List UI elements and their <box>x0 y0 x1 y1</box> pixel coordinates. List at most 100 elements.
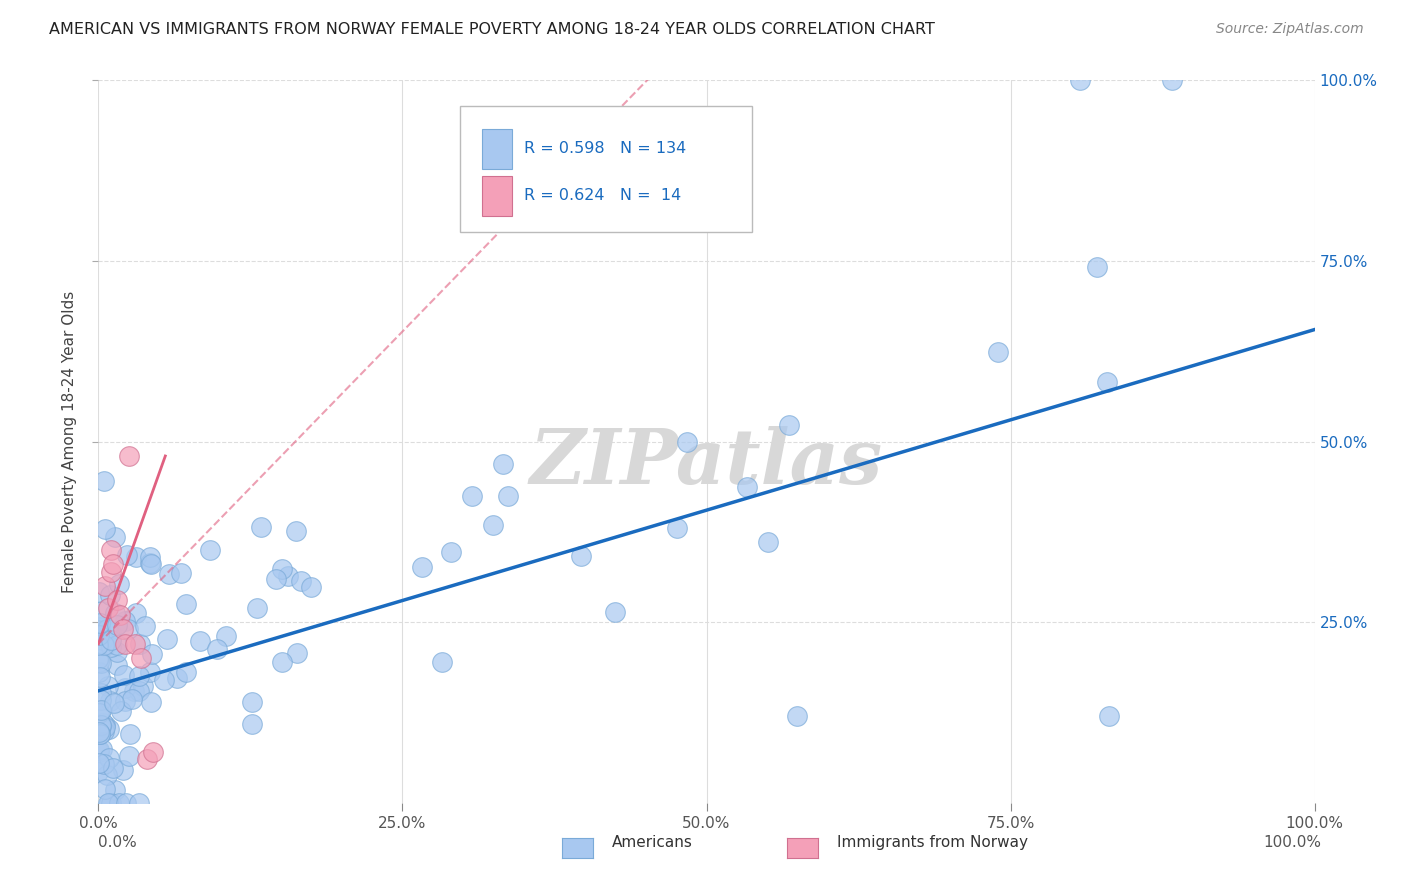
Point <box>157 566 180 581</box>
Point <box>1069 73 1091 87</box>
Point <box>111 763 134 777</box>
Point <box>105 593 128 607</box>
Point <box>87 585 110 599</box>
Point <box>87 628 110 642</box>
Point <box>97 796 120 810</box>
Text: R = 0.624   N =  14: R = 0.624 N = 14 <box>524 188 682 203</box>
Point <box>110 607 132 622</box>
Point <box>266 572 288 586</box>
Point <box>114 614 136 628</box>
Point <box>93 757 115 772</box>
Point <box>156 632 179 647</box>
Point <box>666 521 689 535</box>
Point <box>93 475 115 489</box>
Point <box>105 638 128 652</box>
Point <box>87 652 110 666</box>
Point <box>141 647 163 661</box>
Text: Source: ZipAtlas.com: Source: ZipAtlas.com <box>1216 22 1364 37</box>
Point <box>271 655 294 669</box>
Point <box>90 703 112 717</box>
Point <box>139 695 162 709</box>
Point <box>93 720 115 734</box>
Point <box>778 417 800 432</box>
Point <box>107 796 129 810</box>
Point <box>496 490 519 504</box>
Point <box>100 632 122 647</box>
Point <box>100 542 122 557</box>
Point <box>90 693 112 707</box>
Point <box>125 549 148 564</box>
Point <box>190 634 212 648</box>
Point <box>170 566 193 581</box>
Point <box>91 604 114 618</box>
Point <box>136 752 159 766</box>
Text: 0.0%: 0.0% <box>98 836 138 850</box>
Point <box>93 640 115 654</box>
Point <box>114 693 136 707</box>
Point <box>142 745 165 759</box>
Point <box>87 724 110 739</box>
Point <box>1098 709 1121 723</box>
FancyBboxPatch shape <box>460 105 752 232</box>
Point <box>118 727 141 741</box>
Point <box>110 704 132 718</box>
Point <box>100 565 122 579</box>
Point <box>101 558 124 572</box>
Point <box>411 559 433 574</box>
Point <box>139 665 162 679</box>
Point <box>1095 375 1118 389</box>
Point <box>124 637 146 651</box>
Text: ZIPatlas: ZIPatlas <box>530 426 883 500</box>
Point <box>786 709 808 723</box>
Point <box>117 622 139 636</box>
Point <box>284 524 307 538</box>
Point <box>240 716 263 731</box>
Point <box>98 694 121 708</box>
Point <box>125 606 148 620</box>
Point <box>89 756 111 770</box>
Point <box>104 530 127 544</box>
Point <box>569 549 592 563</box>
Point <box>105 645 128 659</box>
Point <box>90 742 112 756</box>
Point <box>285 646 308 660</box>
Point <box>198 543 221 558</box>
Point <box>93 632 115 647</box>
Text: AMERICAN VS IMMIGRANTS FROM NORWAY FEMALE POVERTY AMONG 18-24 YEAR OLDS CORRELAT: AMERICAN VS IMMIGRANTS FROM NORWAY FEMAL… <box>49 22 935 37</box>
Point <box>87 624 110 639</box>
Point <box>1085 260 1108 274</box>
Point <box>96 622 118 636</box>
Point <box>98 723 121 737</box>
Point <box>93 638 115 652</box>
Point <box>756 535 779 549</box>
Text: Americans: Americans <box>612 836 693 850</box>
Point <box>240 695 263 709</box>
Point <box>104 782 127 797</box>
Point <box>128 796 150 810</box>
Point <box>122 684 145 698</box>
Point <box>141 557 163 571</box>
Point <box>87 764 110 779</box>
Point <box>245 601 267 615</box>
Point <box>205 642 228 657</box>
Point <box>94 718 117 732</box>
Point <box>271 562 294 576</box>
Point <box>250 520 273 534</box>
Point <box>90 656 112 670</box>
Point <box>94 782 117 797</box>
Point <box>87 746 110 760</box>
Point <box>97 751 120 765</box>
Point <box>118 449 141 463</box>
Point <box>430 655 453 669</box>
Point <box>90 719 112 733</box>
Point <box>90 718 112 732</box>
Point <box>93 723 115 738</box>
Point <box>93 579 115 593</box>
Point <box>90 686 112 700</box>
Point <box>108 576 131 591</box>
Point <box>97 679 120 693</box>
Point <box>87 706 110 720</box>
Point <box>115 548 138 562</box>
Point <box>104 606 127 620</box>
Point <box>87 743 110 757</box>
